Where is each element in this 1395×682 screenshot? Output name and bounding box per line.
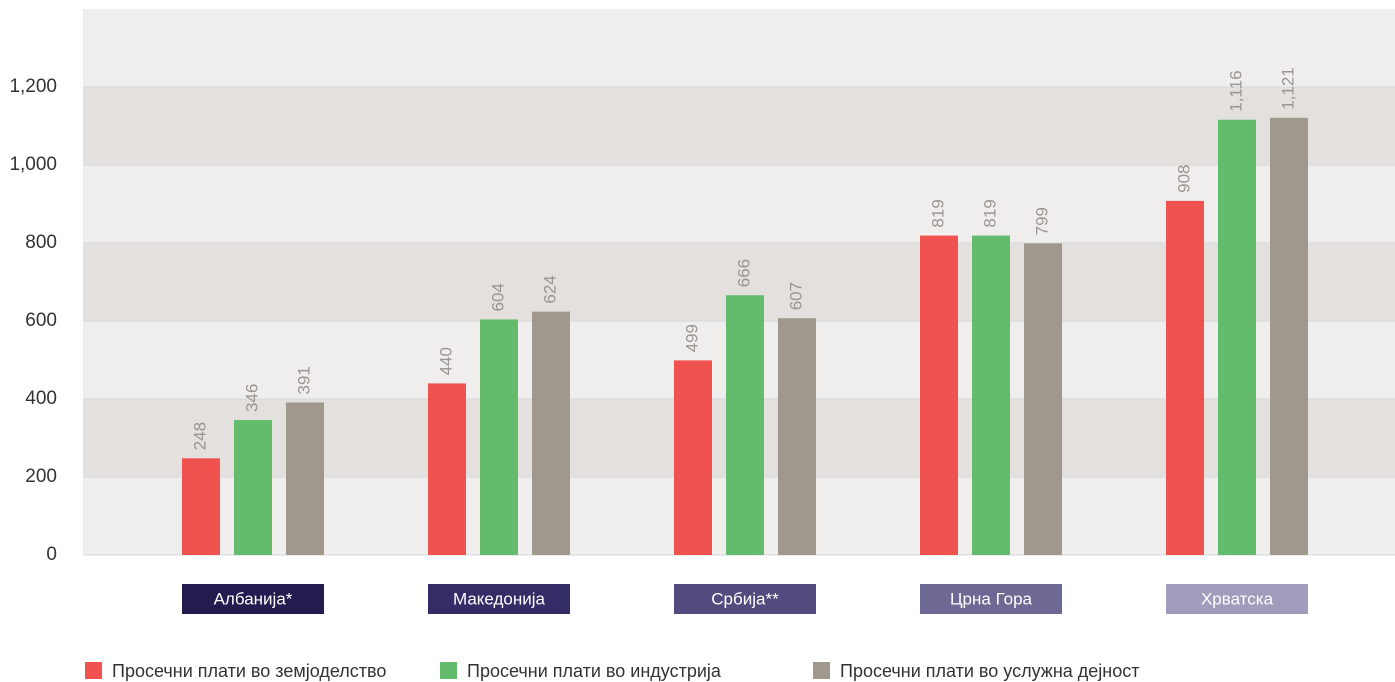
x-tick-label: Албанија*: [214, 589, 293, 608]
value-label: 799: [1032, 207, 1051, 235]
bar: [972, 235, 1010, 555]
bar: [234, 420, 272, 555]
bar: [1166, 200, 1204, 555]
bar: [726, 295, 764, 555]
value-label: 908: [1174, 165, 1193, 193]
bar: [182, 458, 220, 555]
bar: [428, 383, 466, 555]
legend-label: Просечни плати во услужна дејност: [840, 661, 1140, 681]
category-box: [920, 584, 1062, 614]
value-label: 819: [928, 199, 947, 227]
x-tick-label: Србија**: [711, 589, 779, 608]
y-tick-label: 600: [25, 310, 57, 331]
x-tick-label: Црна Гора: [950, 589, 1033, 608]
value-label: 1,121: [1278, 67, 1297, 110]
value-label: 607: [786, 282, 805, 310]
legend-swatch: [85, 662, 102, 679]
y-tick-label: 1,000: [9, 154, 57, 175]
legend-swatch: [813, 662, 830, 679]
value-label: 604: [488, 283, 507, 311]
category-box: [182, 584, 324, 614]
bar: [674, 360, 712, 555]
grid-band: [83, 9, 1395, 87]
value-label: 819: [980, 199, 999, 227]
bar: [1218, 119, 1256, 555]
value-label: 624: [540, 275, 559, 303]
category-box: [1166, 584, 1308, 614]
legend-label: Просечни плати во земјоделство: [112, 661, 386, 681]
value-label: 499: [682, 324, 701, 352]
bar: [778, 318, 816, 555]
value-label: 1,116: [1226, 70, 1245, 111]
value-label: 248: [190, 422, 209, 450]
y-tick-label: 1,200: [9, 76, 57, 97]
bar: [1024, 243, 1062, 555]
value-label: 346: [242, 384, 261, 412]
y-tick-label: 200: [25, 466, 57, 487]
bar: [1270, 117, 1308, 555]
legend-swatch: [440, 662, 457, 679]
value-label: 666: [734, 259, 753, 287]
grid-band: [83, 87, 1395, 165]
category-box: [674, 584, 816, 614]
x-tick-label: Хрватска: [1201, 589, 1274, 608]
value-label: 440: [436, 347, 455, 375]
legend-label: Просечни плати во индустрија: [467, 661, 722, 681]
bar: [286, 402, 324, 555]
y-tick-label: 800: [25, 232, 57, 253]
y-tick-label: 400: [25, 388, 57, 409]
bar: [480, 319, 518, 555]
y-tick-label: 0: [46, 544, 57, 565]
category-box: [428, 584, 570, 614]
value-label: 391: [294, 366, 313, 394]
x-tick-label: Македонија: [453, 589, 546, 608]
bar: [532, 311, 570, 555]
bar: [920, 235, 958, 555]
